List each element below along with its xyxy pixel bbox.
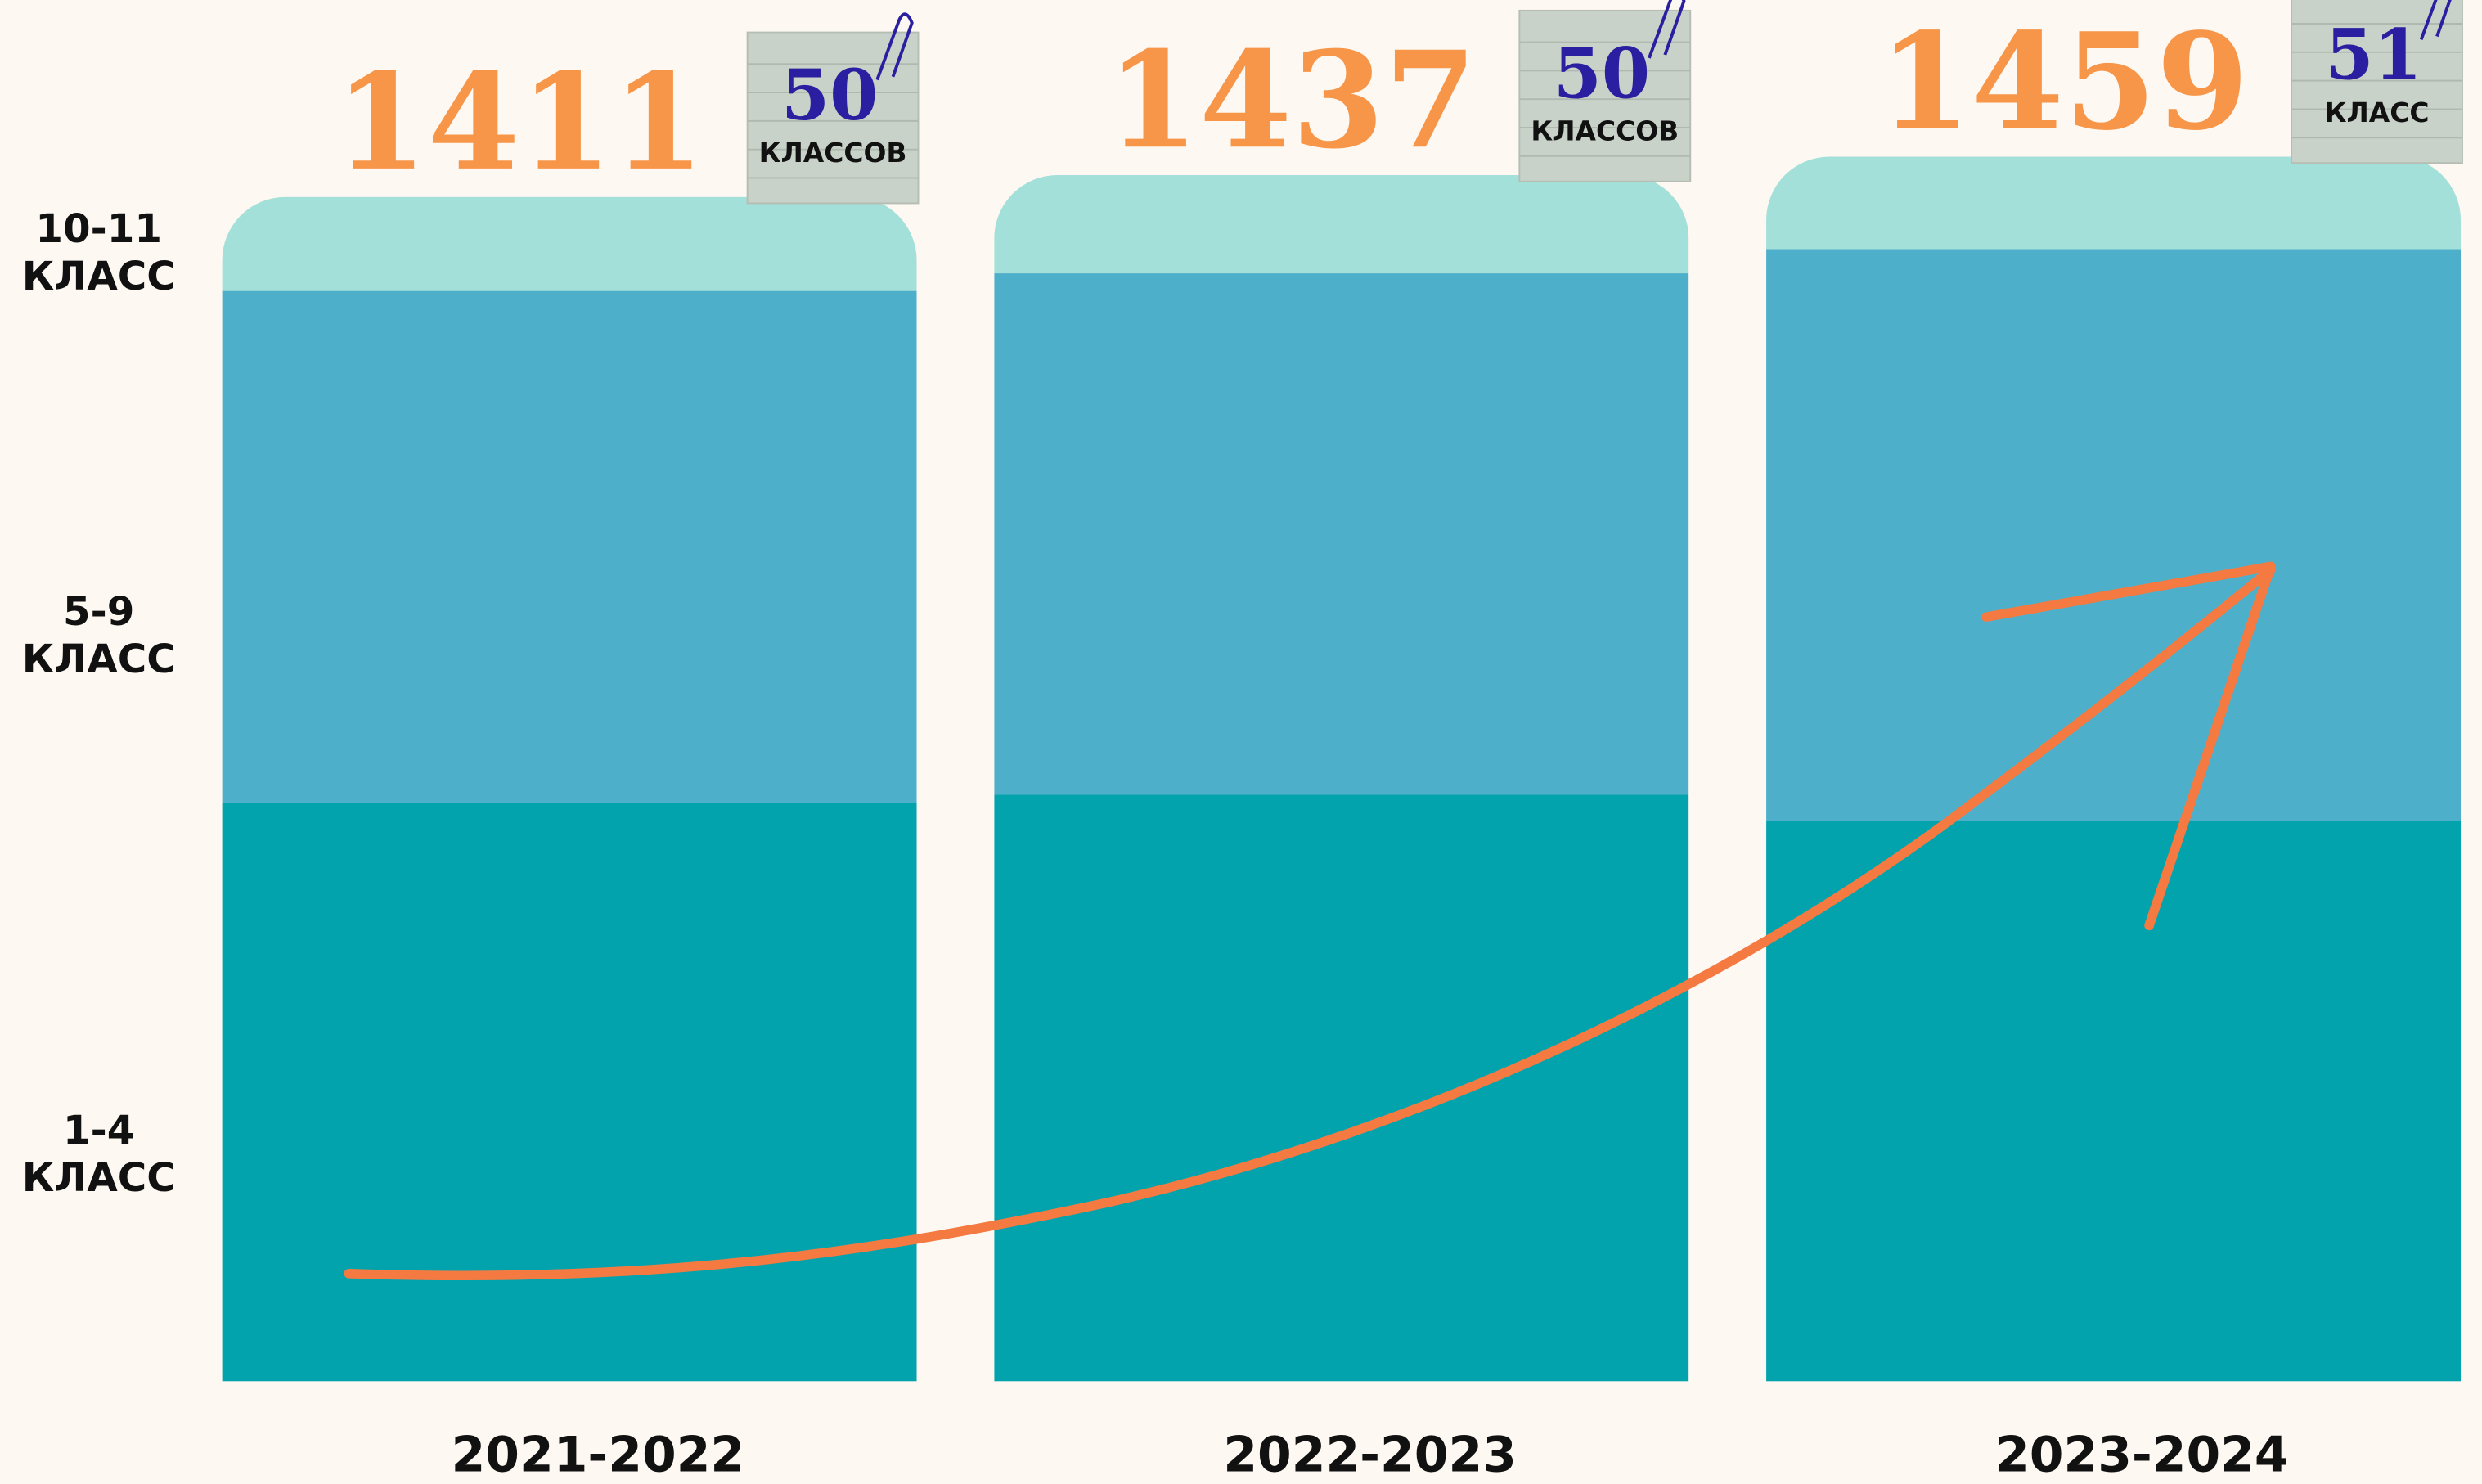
paperclip: [875, 12, 914, 81]
x-tick-label: 2023-2024: [1995, 1427, 2289, 1484]
bar-segment: [994, 273, 1689, 795]
total-label: 1437: [1107, 22, 1477, 178]
total-label: 1411: [335, 44, 704, 200]
bar-segment: [1766, 156, 2462, 250]
bar-segment: [1766, 821, 2462, 1382]
bar-segment: [222, 290, 917, 803]
class-count-label: КЛАССОВ: [759, 137, 907, 169]
row-label-line: 10-11: [35, 206, 162, 252]
class-count-label: КЛАССОВ: [1531, 115, 1679, 146]
bars: [222, 156, 2462, 1382]
class-note: [1518, 9, 1692, 182]
row-label-line: 5-9: [63, 589, 134, 635]
x-tick-label: 2022-2023: [1223, 1427, 1517, 1484]
class-count-label: КЛАСС: [2325, 97, 2430, 128]
class-count: 51: [2325, 15, 2421, 97]
x-tick-label: 2021-2022: [452, 1427, 745, 1484]
class-note: [746, 31, 920, 205]
row-label: 1-4 КЛАСС: [22, 1108, 176, 1201]
row-label-line: КЛАСС: [22, 636, 176, 682]
class-count: 50: [781, 55, 878, 137]
row-label-line: КЛАСС: [22, 254, 176, 299]
growth-arrow: [344, 561, 2276, 1281]
bar-segment: [994, 175, 1689, 274]
bar-segment: [1766, 249, 2462, 821]
bar-segment: [994, 794, 1689, 1382]
row-label-line: КЛАСС: [22, 1155, 176, 1201]
row-label: 5-9 КЛАСС: [22, 589, 176, 682]
bar-segment: [222, 196, 917, 291]
paperclip: [1648, 0, 1686, 59]
row-label-line: 1-4: [63, 1108, 134, 1153]
total-label: 1459: [1879, 4, 2249, 160]
row-label: 10-11 КЛАСС: [22, 206, 176, 299]
class-count: 50: [1553, 33, 1650, 115]
bar-segment: [222, 803, 917, 1382]
